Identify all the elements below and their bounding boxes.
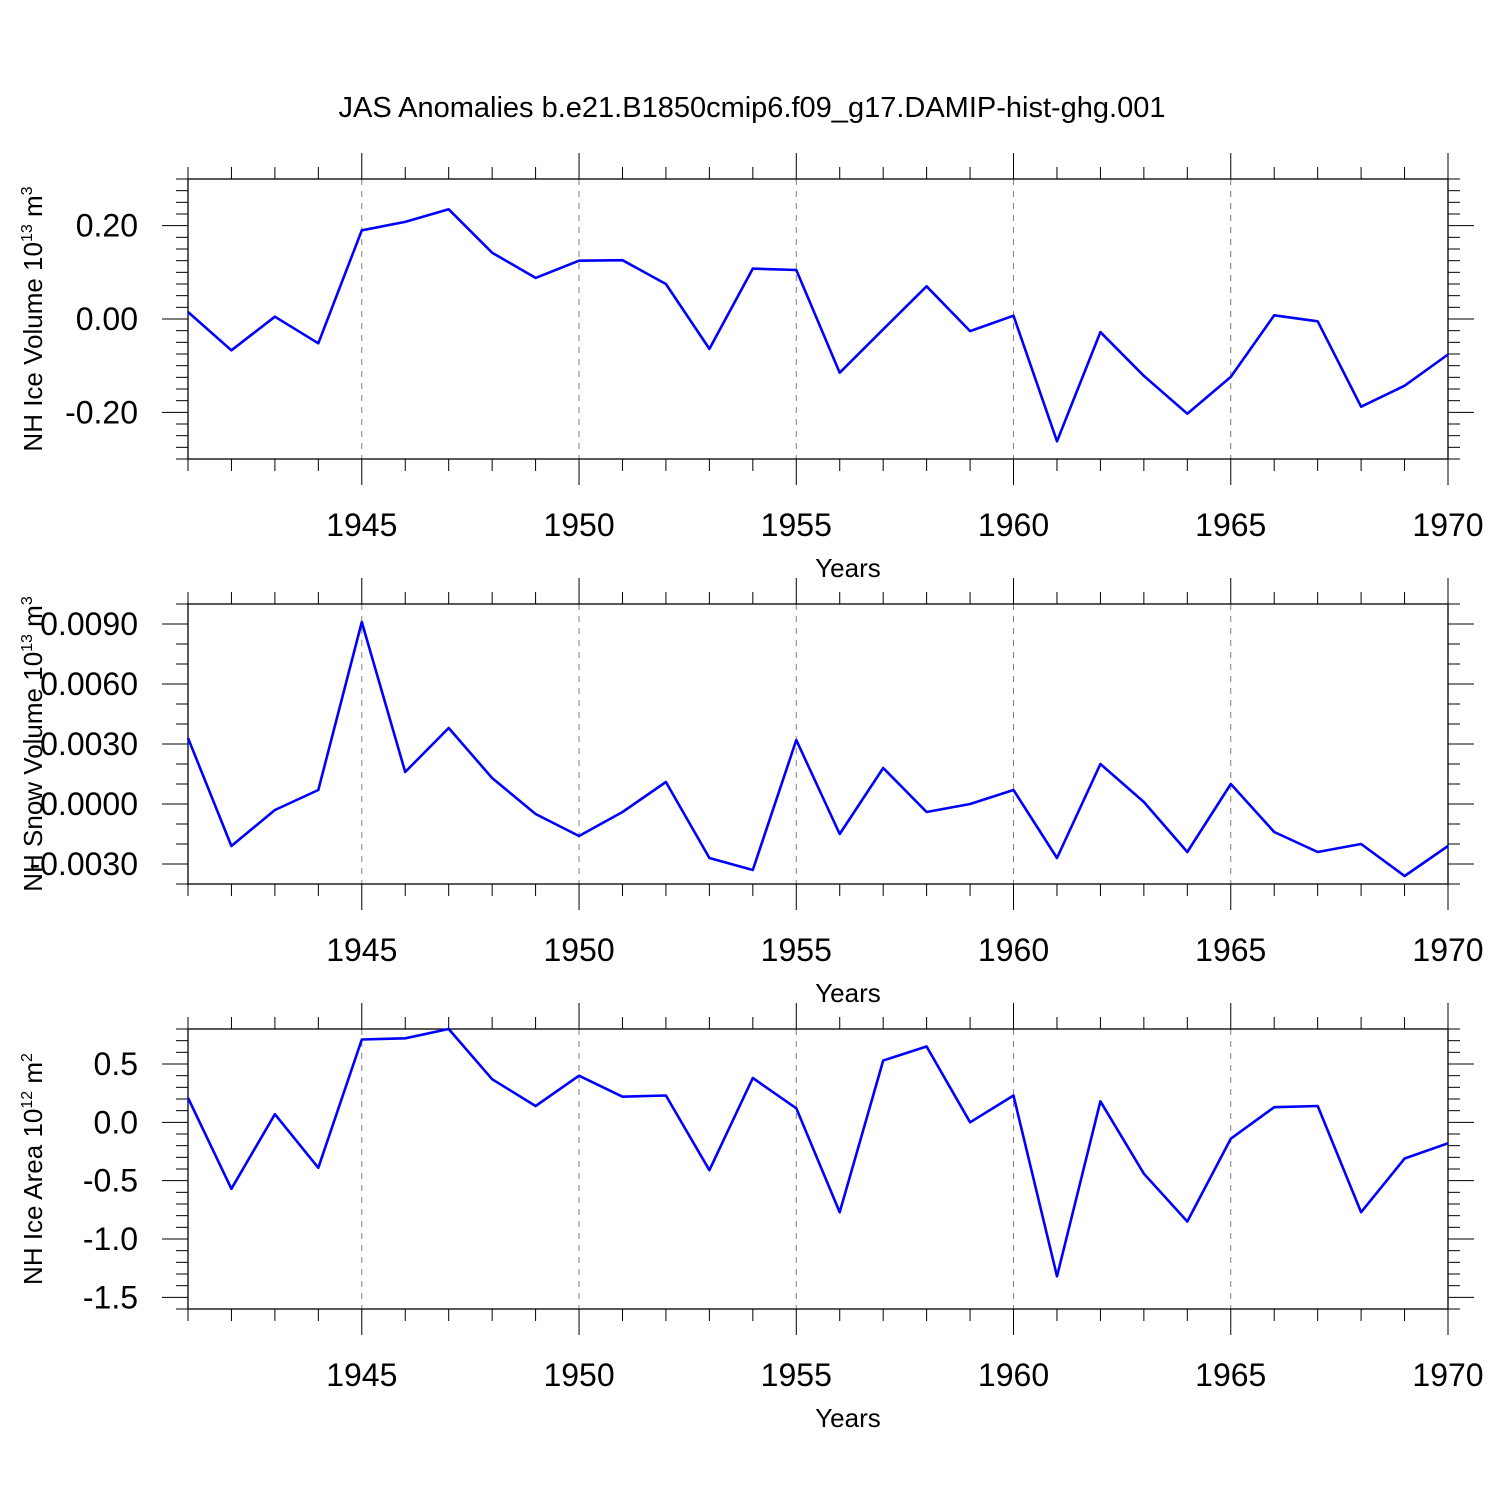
y-tick-label: 0.0060: [40, 666, 138, 702]
x-tick-label: 1970: [1412, 507, 1483, 543]
y-axis-label: NH Snow Volume 1013 m3: [18, 596, 48, 892]
x-tick-label: 1970: [1412, 932, 1483, 968]
y-tick-label: -0.5: [83, 1163, 138, 1199]
x-tick-label: 1955: [761, 1357, 832, 1393]
y-tick-label: -0.0030: [29, 846, 138, 882]
plot-frame: [187, 603, 1449, 885]
x-tick-label: 1960: [978, 932, 1049, 968]
y-tick-label: 0.0000: [40, 786, 138, 822]
y-tick-label: 0.5: [94, 1046, 138, 1082]
x-tick-label: 1945: [326, 1357, 397, 1393]
x-tick-label: 1945: [326, 932, 397, 968]
x-tick-label: 1945: [326, 507, 397, 543]
x-axis-label: Years: [815, 1403, 881, 1433]
x-tick-label: 1955: [761, 507, 832, 543]
series-line-nh-ice-volume: [187, 208, 1449, 443]
x-tick-label: 1965: [1195, 932, 1266, 968]
y-tick-label: 0.0030: [40, 726, 138, 762]
y-tick-label: 0.0: [94, 1104, 138, 1140]
x-tick-label: 1965: [1195, 1357, 1266, 1393]
plot-frame: [187, 1028, 1449, 1310]
y-tick-label: 0.0090: [40, 606, 138, 642]
x-tick-label: 1960: [978, 507, 1049, 543]
series-line-nh-snow-volume: [186, 620, 1449, 878]
y-tick-label: 0.00: [76, 301, 138, 337]
y-tick-label: -1.5: [83, 1279, 138, 1315]
y-tick-label: -1.0: [83, 1221, 138, 1257]
y-axis-label: NH Ice Volume 1013 m3: [18, 186, 48, 451]
x-tick-label: 1965: [1195, 507, 1266, 543]
series-line-nh-ice-area: [186, 1027, 1449, 1278]
x-tick-label: 1955: [761, 932, 832, 968]
x-tick-label: 1950: [543, 507, 614, 543]
y-tick-label: 0.20: [76, 208, 138, 244]
x-axis-label: Years: [815, 978, 881, 1008]
panel-1: -0.20 0.00 0.20 1945 1950 1955 1960 1965 1970 Yea…: [18, 153, 1484, 583]
panels: -0.20 0.00 0.20 1945 1950 1955 1960 1965 1970 Yea…: [18, 153, 1484, 1433]
y-tick-label: -0.20: [65, 394, 138, 430]
x-tick-label: 1970: [1412, 1357, 1483, 1393]
y-axis-label: NH Ice Area 1012 m2: [18, 1053, 48, 1285]
x-tick-label: 1950: [543, 932, 614, 968]
panel-3: -1.5 -1.0 -0.5 0.0 0.5 1945 1950 1955 1960 1965 19…: [18, 1003, 1484, 1433]
x-tick-label: 1950: [543, 1357, 614, 1393]
panel-2: -0.0030 0.0000 0.0030 0.0060 0.0090 1945 1950 1…: [18, 578, 1484, 1008]
chart-title: JAS Anomalies b.e21.B1850cmip6.f09_g17.D…: [339, 92, 1166, 124]
x-axis-label: Years: [815, 553, 881, 583]
x-tick-label: 1960: [978, 1357, 1049, 1393]
